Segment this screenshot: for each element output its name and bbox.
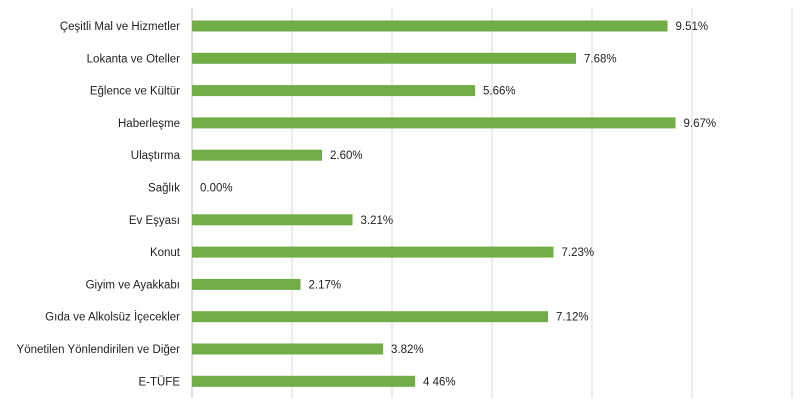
bar [192,278,301,290]
category-label: Eğlence ve Kültür [90,86,180,98]
category-label: Ev Eşyası [129,215,180,227]
bar [192,311,548,323]
category-label: Sağlık [148,183,180,195]
data-label: 7.12% [556,312,589,324]
category-label: Yönetilen Yönlendirilen ve Diğer [17,344,181,356]
data-label: 9.51% [676,21,709,33]
bar [192,85,475,97]
category-label: E-TÜFE [138,376,180,388]
data-label: 4 46% [423,376,456,388]
data-label: 9.67% [684,118,717,130]
bar [192,52,576,64]
data-label: 2.60% [330,150,363,162]
data-label: 3.21% [361,215,394,227]
data-label: 2.17% [309,279,342,291]
bar [192,246,554,258]
bars [192,20,676,387]
data-label: 3.82% [391,344,424,356]
bar [192,343,383,355]
data-label: 5.66% [483,86,516,98]
bar [192,117,676,129]
category-label: Giyim ve Ayakkabı [86,279,180,291]
category-label: Lokanta ve Oteller [87,53,181,65]
category-label: Ulaştırma [131,150,181,162]
category-label: Konut [150,247,181,259]
data-label: 0.00% [200,183,233,195]
bar [192,149,322,161]
bar [192,214,353,226]
bar [192,20,668,32]
grid-lines [191,8,793,398]
category-label: Gıda ve Alkolsüz İçecekler [45,311,180,324]
category-label: Haberleşme [118,118,180,130]
data-label: 7.68% [584,53,617,65]
data-label: 7.23% [562,247,595,259]
bar [192,375,415,387]
category-label: Çeşitli Mal ve Hizmetler [60,21,180,33]
labels: Çeşitli Mal ve Hizmetler 9.51% Lokanta ve … [17,21,717,388]
